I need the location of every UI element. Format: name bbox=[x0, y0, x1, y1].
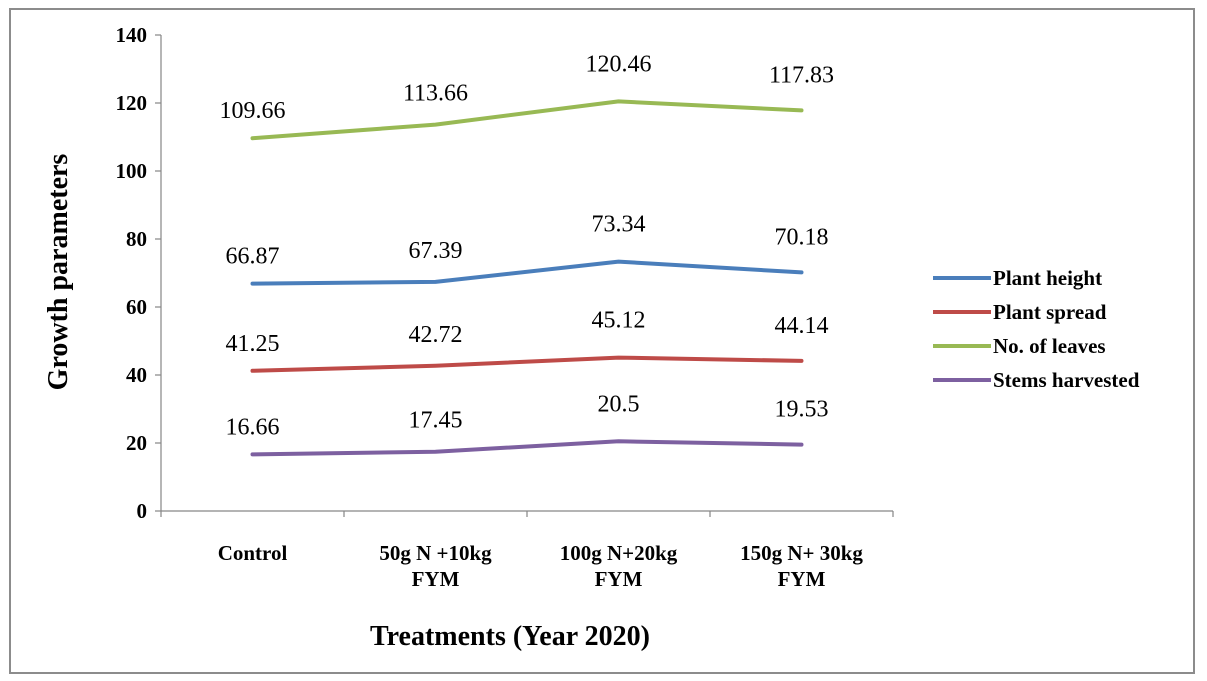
x-tick-label: Control bbox=[218, 541, 288, 565]
x-tick-label: 50g N +10kg FYM bbox=[379, 541, 492, 591]
data-label: 73.34 bbox=[592, 212, 646, 238]
data-label: 42.72 bbox=[409, 322, 463, 348]
series-line-no-of-leaves bbox=[250, 99, 804, 141]
series-line-stems-harvested bbox=[250, 439, 804, 457]
data-label: 117.83 bbox=[769, 62, 834, 88]
data-label: 120.46 bbox=[586, 51, 652, 77]
y-tick-label: 120 bbox=[116, 91, 148, 115]
data-label: 16.66 bbox=[226, 414, 280, 440]
series-line-plant-height bbox=[250, 259, 804, 286]
legend-label: Plant height bbox=[993, 266, 1102, 290]
data-label: 45.12 bbox=[592, 308, 646, 334]
data-label: 67.39 bbox=[409, 238, 463, 264]
x-tick-label: 100g N+20kg FYM bbox=[560, 541, 678, 591]
x-tick-label: 150g N+ 30kg FYM bbox=[740, 541, 863, 591]
data-label: 113.66 bbox=[403, 81, 468, 107]
y-tick-label: 20 bbox=[126, 431, 147, 455]
series-lines bbox=[250, 99, 804, 457]
data-label: 20.5 bbox=[598, 391, 640, 417]
chart-frame bbox=[9, 8, 1195, 674]
data-label: 109.66 bbox=[220, 98, 286, 124]
legend-label: Plant spread bbox=[993, 300, 1107, 324]
axes: 0 20 40 60 80 100 120 140 Control 50g N +10kg FYM 1… bbox=[116, 23, 894, 591]
data-label: 70.18 bbox=[775, 224, 829, 250]
data-label: 66.87 bbox=[226, 244, 280, 270]
y-tick-label: 60 bbox=[126, 295, 147, 319]
legend-label: Stems harvested bbox=[993, 368, 1140, 392]
data-label: 17.45 bbox=[409, 408, 463, 434]
y-tick-label: 40 bbox=[126, 363, 147, 387]
y-tick-label: 100 bbox=[116, 159, 148, 183]
data-label: 44.14 bbox=[775, 313, 829, 339]
legend: Plant height Plant spread No. of leaves Ste… bbox=[933, 266, 1140, 392]
y-tick-label: 80 bbox=[126, 227, 147, 251]
data-label: 19.53 bbox=[775, 397, 829, 423]
data-labels: 66.87 67.39 73.34 70.18 41.25 42.72 45.12 44.14… bbox=[220, 51, 835, 440]
x-axis-title: Treatments (Year 2020) bbox=[370, 621, 650, 652]
y-tick-label: 140 bbox=[116, 23, 148, 47]
y-axis-title: Growth parameters bbox=[43, 154, 74, 391]
y-tick-label: 0 bbox=[137, 499, 148, 523]
data-label: 41.25 bbox=[226, 331, 280, 357]
legend-label: No. of leaves bbox=[993, 334, 1106, 358]
series-line-plant-spread bbox=[250, 355, 804, 373]
